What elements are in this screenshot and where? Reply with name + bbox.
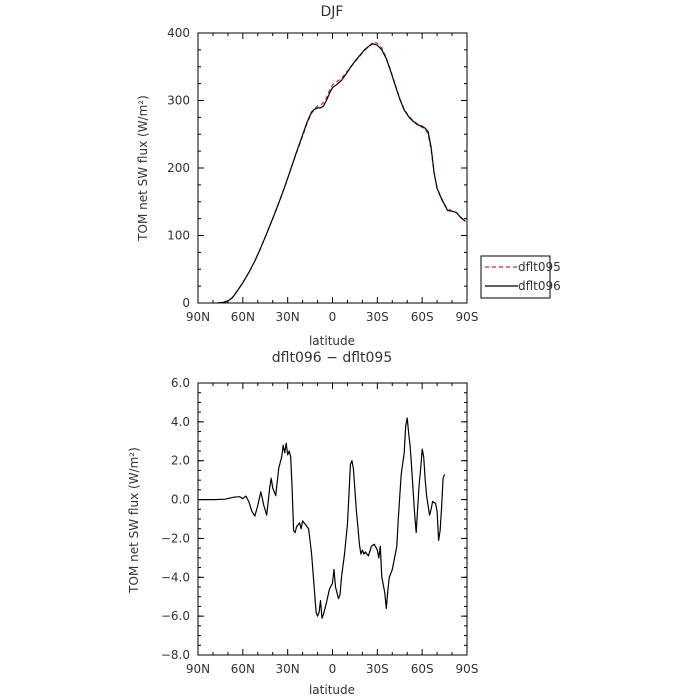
top-y-tick-label: 400 [167, 26, 190, 40]
top-x-tick-label: 30S [366, 310, 389, 324]
bottom-y-tick-label: 2.0 [171, 454, 190, 468]
bottom-title: dflt096 − dflt095 [272, 350, 392, 366]
legend-label-dflt096: dflt096 [518, 279, 561, 293]
bottom-axes-ticks: 90N 60N 30N 0 30S 60S 90S −8.0 −6.0 −4.0 −2.0 0.0 2.… [161, 376, 479, 676]
legend-label-dflt095: dflt095 [518, 260, 561, 274]
top-series-line-dflt096 [217, 43, 466, 304]
top-x-tick-label: 90S [456, 310, 479, 324]
top-x-tick-label: 60N [231, 310, 255, 324]
bottom-x-tick-label: 0 [329, 662, 337, 676]
top-x-tick-label: 30N [276, 310, 300, 324]
bottom-plot-frame [197, 382, 468, 656]
bottom-y-tick-label: 6.0 [171, 376, 190, 390]
top-series-group [217, 41, 466, 304]
top-xlabel: latitude [309, 334, 355, 348]
bottom-x-tick-label: 90N [186, 662, 210, 676]
top-y-tick-label: 200 [167, 161, 190, 175]
bottom-x-tick-label: 90S [456, 662, 479, 676]
top-axes-ticks: 90N 60N 30N 0 30S 60S 90S 0 100 200 300 400 [167, 26, 478, 324]
bottom-xlabel: latitude [309, 683, 355, 697]
bottom-y-tick-label: −2.0 [161, 531, 190, 545]
bottom-x-tick-label: 60S [411, 662, 434, 676]
bottom-x-tick-label: 30N [276, 662, 300, 676]
top-series-line-dflt095 [217, 41, 466, 304]
top-x-tick-label: 60S [411, 310, 434, 324]
bottom-y-tick-label: −8.0 [161, 648, 190, 662]
bottom-series-line-difference [198, 417, 446, 619]
bottom-series-group [198, 417, 446, 619]
top-panel: DJF 90N 60N 30N 0 30S 60S 90S 0 100 200 300 400 lat… [136, 4, 478, 348]
top-x-tick-label: 90N [186, 310, 210, 324]
top-y-tick-label: 0 [182, 296, 190, 310]
bottom-x-tick-label: 60N [231, 662, 255, 676]
bottom-panel: dflt096 − dflt095 90N 60N 30N 0 30S 60S 90S −8.… [127, 350, 478, 697]
top-title: DJF [321, 4, 344, 20]
bottom-y-tick-label: −4.0 [161, 570, 190, 584]
top-plot-frame [197, 32, 468, 304]
bottom-y-tick-label: −6.0 [161, 609, 190, 623]
bottom-y-tick-label: 4.0 [171, 415, 190, 429]
legend-box [480, 255, 551, 299]
bottom-x-tick-label: 30S [366, 662, 389, 676]
bottom-y-tick-label: 0.0 [171, 493, 190, 507]
top-y-tick-label: 100 [167, 229, 190, 243]
legend: dflt095 dflt096 [480, 255, 561, 299]
top-y-tick-label: 300 [167, 94, 190, 108]
bottom-ylabel: TOM net SW flux (W/m²) [127, 447, 141, 594]
top-x-tick-label: 0 [329, 310, 337, 324]
top-ylabel: TOM net SW flux (W/m²) [136, 95, 150, 242]
